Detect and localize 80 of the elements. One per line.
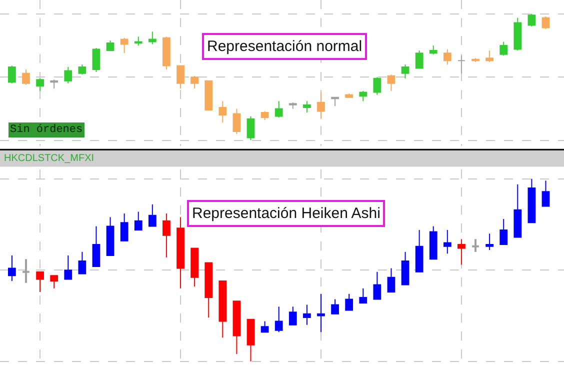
text: Representación Heiken Ashi xyxy=(192,205,380,222)
candlestick xyxy=(359,90,368,102)
candlestick xyxy=(92,48,100,73)
candlestick xyxy=(36,78,44,92)
candlestick xyxy=(260,110,269,121)
candlestick xyxy=(528,13,536,28)
candlestick xyxy=(443,229,452,254)
candlestick xyxy=(148,31,156,45)
candlestick xyxy=(486,233,494,251)
candlestick xyxy=(246,318,255,362)
candlestick xyxy=(486,50,494,62)
candlestick xyxy=(401,251,410,286)
candlestick xyxy=(331,298,339,314)
candlestick xyxy=(106,40,114,52)
candlestick xyxy=(288,306,297,326)
candlestick xyxy=(36,271,44,293)
text: Representación normal xyxy=(207,38,362,55)
candlestick xyxy=(317,92,325,120)
candlestick xyxy=(471,238,480,253)
candlestick xyxy=(106,216,114,256)
candlestick xyxy=(345,93,354,98)
candlestick xyxy=(331,96,339,107)
candlestick xyxy=(415,50,424,69)
candlestick xyxy=(120,213,128,242)
annotation: Sin órdenes xyxy=(10,124,83,136)
candlestick xyxy=(528,178,536,224)
candlestick xyxy=(176,65,184,89)
candlestick xyxy=(443,48,452,65)
candlestick xyxy=(373,76,382,96)
candlestick xyxy=(190,75,198,89)
candlestick xyxy=(542,180,550,207)
candlestick xyxy=(317,293,325,333)
candlestick xyxy=(387,268,396,293)
candlestick xyxy=(387,74,396,92)
candlestick xyxy=(204,80,213,110)
candlestick xyxy=(204,262,213,318)
candlestick xyxy=(50,79,58,89)
candlestick xyxy=(134,211,142,230)
candlestick xyxy=(246,116,255,141)
candlestick xyxy=(415,229,424,272)
candlestick xyxy=(22,69,30,86)
candlestick xyxy=(274,100,283,118)
candlestick xyxy=(232,300,241,355)
candlestick xyxy=(260,320,269,333)
candlestick xyxy=(458,238,466,266)
candlestick xyxy=(345,293,354,311)
candlestick xyxy=(8,65,16,84)
text: HKCDLSTCK_MFXI xyxy=(4,153,94,164)
candlestick xyxy=(288,102,297,110)
candlestick xyxy=(458,55,466,74)
candlestick xyxy=(401,64,410,79)
candlestick xyxy=(232,108,241,134)
candlestick xyxy=(92,226,100,267)
candlestick xyxy=(134,36,142,46)
candlestick xyxy=(50,275,58,289)
candlestick xyxy=(78,251,86,274)
candlestick xyxy=(190,248,198,288)
candlestick xyxy=(22,258,30,284)
candlestick xyxy=(302,304,311,326)
candlestick xyxy=(162,36,170,70)
candlestick xyxy=(274,306,283,333)
candlestick xyxy=(429,45,438,55)
candlestick xyxy=(78,64,86,76)
candlestick xyxy=(8,255,16,282)
candlestick xyxy=(359,288,368,304)
candlestick xyxy=(64,255,72,280)
candlestick xyxy=(148,204,156,227)
candlestick xyxy=(64,66,72,84)
candlestick xyxy=(120,37,128,54)
candlestick xyxy=(500,41,508,56)
candlestick xyxy=(542,16,550,30)
candlestick xyxy=(302,100,311,113)
candlestick xyxy=(218,100,227,124)
candlestick xyxy=(162,213,170,258)
candlestick xyxy=(429,226,438,260)
candlestick xyxy=(373,271,382,300)
candlestick xyxy=(514,17,522,52)
candlestick xyxy=(500,218,508,246)
candlestick xyxy=(218,280,227,338)
candlestick xyxy=(514,184,522,238)
